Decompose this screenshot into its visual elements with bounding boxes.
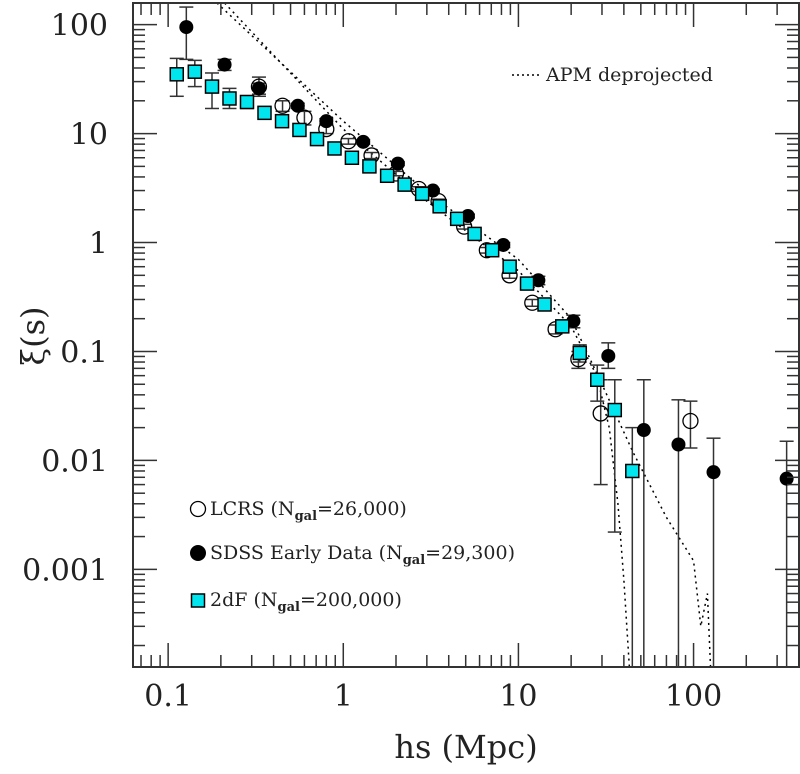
legend-marker-open-circle [189, 500, 207, 518]
sdss-early-data-point [601, 348, 616, 363]
legend-marker-square [190, 593, 206, 608]
lcrs-point [274, 97, 291, 114]
sdss-early-data-point [706, 465, 721, 480]
sdss-early-data-point [425, 183, 440, 198]
sdss-early-data-point [779, 471, 794, 486]
2df-point [519, 276, 535, 291]
sdss-early-data-point [460, 209, 475, 224]
2df-point [292, 122, 307, 138]
2df-point [449, 211, 465, 227]
apm-line-upper [216, 3, 712, 667]
2df-point [555, 319, 570, 334]
2df-point [397, 177, 412, 192]
2df-point [467, 226, 482, 242]
legend-label-subscript: gal [403, 553, 426, 568]
sdss-early-data-point [566, 314, 581, 329]
2df-point [432, 199, 447, 214]
legend-label: 2dF (Ngal=200,000) [210, 589, 402, 615]
legend-marker-filled-circle [190, 545, 206, 561]
legend-label-subscript: gal [278, 600, 301, 615]
y-tick-label: 1 [89, 227, 108, 262]
legend-label-subscript: gal [295, 509, 318, 524]
legend-label: SDSS Early Data (Ngal=29,300) [210, 542, 515, 568]
2df-point [309, 131, 325, 147]
sdss-early-data-point [319, 114, 334, 129]
legend-label-main: LCRS (N [210, 498, 295, 520]
sdss-early-data-point [356, 134, 371, 149]
x-axis-title: hs (Mpc) [394, 728, 537, 766]
lcrs-point [682, 412, 699, 430]
2df-point [607, 402, 623, 418]
2df-point [274, 113, 290, 129]
sdss-early-data-point [531, 273, 546, 288]
sdss-early-data-point [179, 20, 194, 35]
data-markers [169, 20, 794, 486]
legend-label-tail: =29,300) [425, 542, 515, 564]
x-tick-label: 10 [499, 679, 537, 714]
y-tick-labels: 100 10 1 0.1 0.01 0.001 [22, 9, 108, 589]
sdss-early-data-point [636, 423, 651, 438]
2df-point [222, 91, 237, 106]
legend-label-main: SDSS Early Data (N [210, 542, 403, 564]
y-tick-label: 0.1 [60, 335, 108, 370]
y-axis-title: ξ(s) [14, 306, 52, 365]
2df-point [590, 372, 605, 388]
x-tick-label: 0.1 [144, 679, 192, 714]
2df-point [204, 79, 220, 94]
legend-label-tail: =200,000) [300, 589, 402, 611]
2df-point [502, 259, 517, 274]
series-legend: LCRS (Ngal=26,000)SDSS Early Data (Ngal=… [189, 498, 515, 615]
2df-point [327, 141, 342, 156]
x-tick-labels: 0.1 1 10 100 [144, 679, 722, 714]
sdss-early-data-point [496, 237, 511, 252]
apm-legend-label: APM deprojected [545, 64, 713, 86]
2df-point [187, 64, 203, 79]
2df-point [537, 297, 552, 312]
sdss-early-data-point [217, 57, 232, 72]
y-tick-label: 0.01 [41, 444, 108, 479]
apm-line-lower [224, 3, 631, 667]
sdss-early-data-point [290, 98, 305, 113]
apm-legend: APM deprojected [512, 64, 713, 86]
2df-point [625, 463, 640, 479]
x-tick-label: 1 [334, 679, 353, 714]
sdss-early-data-point [390, 156, 405, 171]
y-tick-label: 10 [70, 118, 108, 153]
y-tick-label: 100 [51, 9, 108, 44]
legend-label: LCRS (Ngal=26,000) [210, 498, 407, 524]
2df-point [169, 67, 185, 82]
2df-point [344, 150, 360, 166]
2df-point [239, 94, 255, 110]
2df-point [414, 186, 430, 202]
sdss-early-data-point [671, 437, 686, 452]
x-tick-label: 100 [665, 679, 722, 714]
axis-ticks [133, 3, 800, 667]
sdss-early-data-point [251, 81, 266, 96]
apm-deprojected-lines [216, 3, 712, 667]
y-tick-label: 0.001 [22, 553, 108, 588]
legend-label-tail: =26,000) [317, 498, 407, 520]
2df-point [362, 159, 377, 174]
legend-label-main: 2dF (N [210, 589, 278, 611]
2df-point [379, 168, 395, 184]
2df-point [257, 105, 272, 121]
2df-point [484, 242, 500, 258]
2df-point [572, 345, 588, 361]
